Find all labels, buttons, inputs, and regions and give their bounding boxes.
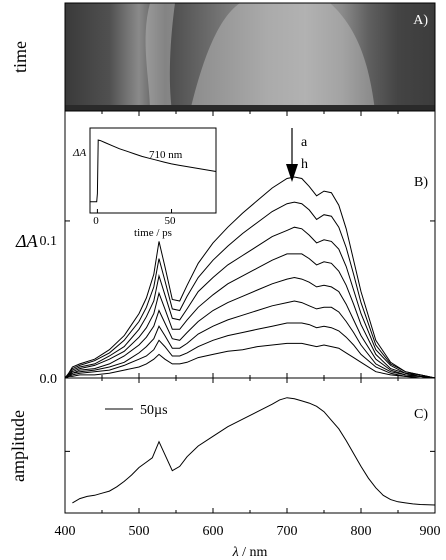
panel-a	[65, 3, 435, 111]
spectrum-curve-d	[64, 253, 436, 379]
x-tick-label-600: 600	[203, 524, 224, 539]
panel-b-tag: B)	[414, 175, 428, 190]
spectrum-curve-g	[64, 322, 436, 379]
x-tick-label-400: 400	[55, 524, 76, 539]
panel-a-ylabel: time	[10, 41, 30, 73]
x-tick-label-900: 900	[420, 524, 441, 539]
x-tick-label-700: 700	[277, 524, 298, 539]
panel-c-amplitude-spectrum	[72, 397, 436, 506]
spectrum-curve-h	[64, 342, 435, 379]
panel-b-tick-label-1: 0.1	[40, 234, 58, 249]
panel-a-tag: A)	[413, 13, 428, 28]
arrow-label-top: a	[301, 135, 308, 150]
heatmap-hotspot-2	[136, 81, 180, 111]
x-axis-label: λ / nm	[232, 545, 268, 560]
spectrum-curve-e	[64, 276, 436, 379]
heatmap-bottom-edge	[65, 105, 435, 111]
panel-c-tag: C)	[414, 407, 428, 422]
panel-b-curves	[64, 176, 436, 379]
x-tick-label-500: 500	[129, 524, 150, 539]
panel-b-tick-label-0: 0.0	[40, 372, 58, 387]
spectrum-curve-a	[64, 176, 436, 379]
inset-ylabel: ΔA	[72, 147, 86, 159]
x-axis-unit: / nm	[239, 545, 268, 560]
decay-arrow-head	[286, 164, 298, 182]
panel-c-ylabel: amplitude	[8, 410, 28, 482]
inset-tick-label-50: 50	[165, 215, 177, 227]
panel-b-ylabel: ΔA	[15, 231, 39, 251]
inset-xlabel: time / ps	[134, 227, 172, 239]
panel-c-legend-label: 50µs	[140, 403, 168, 418]
spectrum-curve-c	[64, 226, 436, 379]
spectrum-curve-f	[64, 300, 436, 379]
panel-c-frame	[64, 377, 436, 514]
x-axis-symbol: λ	[232, 545, 239, 560]
spectrum-curve-b	[64, 201, 436, 379]
inset-annotation: 710 nm	[149, 149, 183, 161]
panel-c-ticks	[64, 378, 436, 513]
inset-kinetic-trace	[90, 139, 217, 203]
arrow-label-bottom: h	[301, 157, 308, 172]
inset-frame	[89, 127, 217, 214]
decay-arrow	[286, 128, 298, 182]
heatmap-hotspot-1	[205, 66, 395, 111]
inset-tick-label-0: 0	[93, 215, 99, 227]
x-tick-label-800: 800	[351, 524, 372, 539]
inset-ticks	[96, 209, 173, 213]
